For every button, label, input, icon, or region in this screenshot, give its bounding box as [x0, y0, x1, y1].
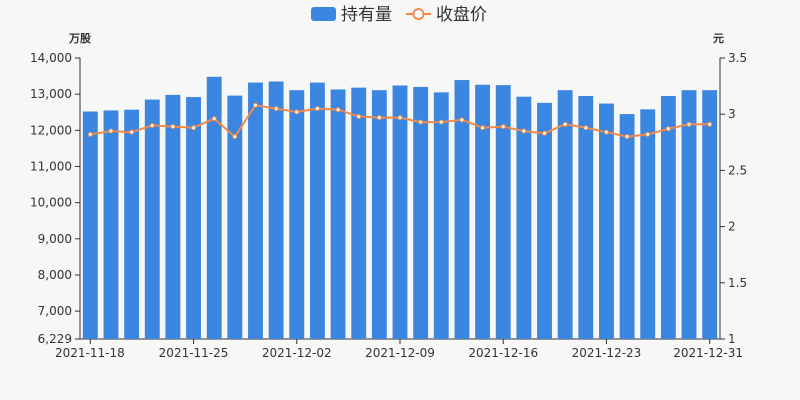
bar[interactable]	[475, 84, 491, 340]
bar[interactable]	[227, 95, 243, 340]
bar[interactable]	[268, 81, 284, 339]
x-tick-label: 2021-12-16	[468, 346, 538, 360]
bar[interactable]	[557, 90, 573, 340]
line-point[interactable]	[87, 131, 93, 137]
bar[interactable]	[103, 110, 119, 339]
bar[interactable]	[681, 90, 697, 340]
line-point[interactable]	[480, 125, 486, 131]
x-tick-label: 2021-11-18	[55, 346, 125, 360]
bar[interactable]	[392, 85, 408, 339]
y-left-tick-label: 11,000	[30, 159, 72, 173]
y-left-tick-label: 9,000	[38, 232, 72, 246]
line-point[interactable]	[583, 125, 589, 131]
bar[interactable]	[144, 99, 160, 339]
line-point[interactable]	[335, 107, 341, 113]
y-left-tick-label: 13,000	[30, 87, 72, 101]
line-point[interactable]	[665, 126, 671, 132]
line-point[interactable]	[273, 106, 279, 112]
line-point[interactable]	[252, 102, 258, 108]
line-point[interactable]	[191, 125, 197, 131]
line-point[interactable]	[418, 119, 424, 125]
bar[interactable]	[413, 86, 429, 339]
line-point[interactable]	[562, 121, 568, 127]
line-series	[87, 102, 713, 140]
y-left-tick-label: 10,000	[30, 196, 72, 210]
y-left-unit-label: 万股	[68, 32, 92, 45]
y-right-unit-label: 元	[713, 32, 724, 45]
line-point[interactable]	[542, 130, 548, 136]
bar[interactable]	[124, 109, 140, 339]
bar-series	[82, 76, 718, 340]
line-point[interactable]	[500, 124, 506, 130]
bar[interactable]	[599, 103, 614, 339]
legend-bar-swatch	[311, 7, 336, 21]
y-left-tick-label: 7,000	[38, 304, 72, 318]
bar[interactable]	[82, 111, 98, 339]
bar[interactable]	[351, 87, 367, 339]
bar[interactable]	[330, 89, 346, 339]
bar[interactable]	[702, 90, 718, 340]
x-tick-label: 2021-12-31	[673, 346, 743, 360]
line-point[interactable]	[645, 131, 651, 137]
y-left-tick-label: 12,000	[30, 123, 72, 137]
bar[interactable]	[454, 80, 470, 339]
legend-line-label: 收盘价	[436, 5, 487, 25]
bar[interactable]	[165, 94, 181, 339]
line-point[interactable]	[108, 128, 114, 134]
bar[interactable]	[516, 96, 532, 340]
line-point[interactable]	[376, 115, 382, 121]
legend-line-marker	[412, 8, 425, 20]
y-left-tick-label: 6,229	[38, 332, 72, 346]
line-point[interactable]	[211, 116, 217, 122]
line-point[interactable]	[356, 113, 362, 119]
y-right-tick-label: 1	[728, 332, 736, 346]
line-point[interactable]	[397, 115, 403, 121]
bar[interactable]	[619, 114, 635, 339]
axes: 6,2297,0008,0009,00010,00011,00012,00013…	[30, 51, 747, 360]
y-right-tick-label: 2	[728, 220, 736, 234]
y-right-tick-label: 3.5	[728, 51, 747, 65]
legend-item-bar[interactable]: 持有量	[311, 5, 392, 25]
bar[interactable]	[371, 90, 387, 340]
bar[interactable]	[640, 109, 656, 339]
y-right-tick-label: 1.5	[728, 276, 747, 290]
line-point[interactable]	[459, 117, 465, 123]
legend-item-line[interactable]: 收盘价	[406, 5, 487, 25]
line-point[interactable]	[149, 122, 155, 128]
line-point[interactable]	[170, 124, 176, 130]
legend-bar-label: 持有量	[341, 5, 392, 25]
bar[interactable]	[433, 92, 449, 339]
line-point[interactable]	[314, 106, 320, 112]
x-tick-label: 2021-12-09	[365, 346, 435, 360]
bar[interactable]	[537, 102, 552, 339]
x-tick-label: 2021-11-25	[159, 346, 229, 360]
line-point[interactable]	[294, 109, 300, 115]
bar[interactable]	[660, 95, 676, 340]
y-right-tick-label: 2.5	[728, 163, 747, 177]
bar[interactable]	[289, 90, 305, 340]
bar[interactable]	[495, 85, 511, 340]
bar[interactable]	[186, 97, 201, 339]
line-point[interactable]	[129, 129, 135, 135]
y-left-tick-label: 8,000	[38, 268, 72, 282]
y-left-tick-label: 14,000	[30, 51, 72, 65]
line-point[interactable]	[624, 134, 630, 140]
x-tick-label: 2021-12-23	[572, 346, 642, 360]
y-right-tick-label: 3	[728, 107, 736, 121]
legend[interactable]: 持有量 收盘价	[311, 5, 487, 25]
line-point[interactable]	[521, 128, 527, 134]
bar[interactable]	[309, 82, 325, 339]
bar[interactable]	[248, 82, 263, 339]
line-point[interactable]	[438, 119, 444, 125]
line-point[interactable]	[707, 121, 713, 127]
x-tick-label: 2021-12-02	[262, 346, 332, 360]
bar[interactable]	[206, 76, 222, 339]
bar[interactable]	[578, 95, 594, 340]
line-point[interactable]	[686, 121, 692, 127]
line-point[interactable]	[232, 134, 238, 140]
line-point[interactable]	[603, 129, 609, 135]
